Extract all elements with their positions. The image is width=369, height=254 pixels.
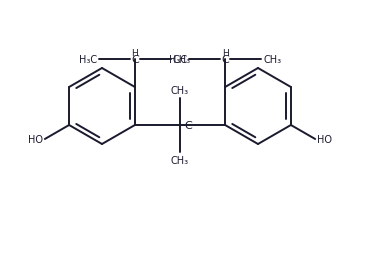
Text: HO: HO [28, 134, 43, 145]
Text: CH₃: CH₃ [173, 55, 191, 65]
Text: HO: HO [317, 134, 332, 145]
Text: H: H [222, 48, 228, 57]
Text: C: C [131, 55, 139, 65]
Text: C: C [221, 55, 229, 65]
Text: CH₃: CH₃ [171, 86, 189, 96]
Text: H: H [131, 48, 138, 57]
Text: CH₃: CH₃ [171, 155, 189, 165]
Text: H₃C: H₃C [169, 55, 187, 65]
Text: C: C [184, 121, 192, 131]
Text: H₃C: H₃C [79, 55, 97, 65]
Text: CH₃: CH₃ [263, 55, 281, 65]
